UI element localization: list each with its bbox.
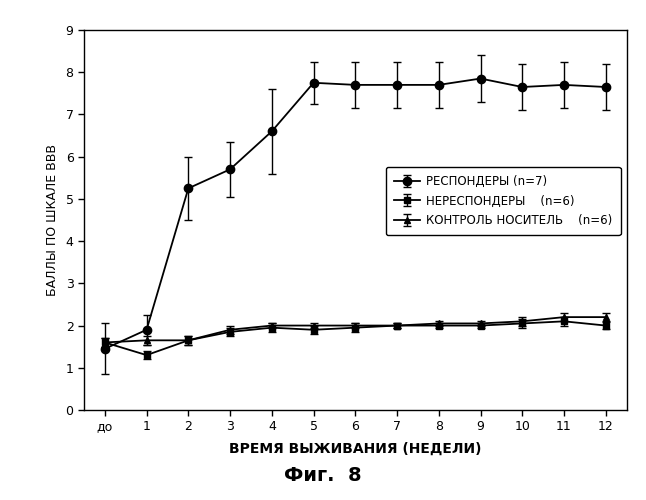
X-axis label: ВРЕМЯ ВЫЖИВАНИЯ (НЕДЕЛИ): ВРЕМЯ ВЫЖИВАНИЯ (НЕДЕЛИ)	[229, 442, 481, 456]
Text: Фиг.  8: Фиг. 8	[284, 466, 362, 485]
Y-axis label: БАЛЛЫ ПО ШКАЛЕ ВВВ: БАЛЛЫ ПО ШКАЛЕ ВВВ	[46, 144, 59, 296]
Legend: РЕСПОНДЕРЫ (n=7), НЕРЕСПОНДЕРЫ    (n=6), КОНТРОЛЬ НОСИТЕЛЬ    (n=6): РЕСПОНДЕРЫ (n=7), НЕРЕСПОНДЕРЫ (n=6), КО…	[386, 166, 621, 235]
